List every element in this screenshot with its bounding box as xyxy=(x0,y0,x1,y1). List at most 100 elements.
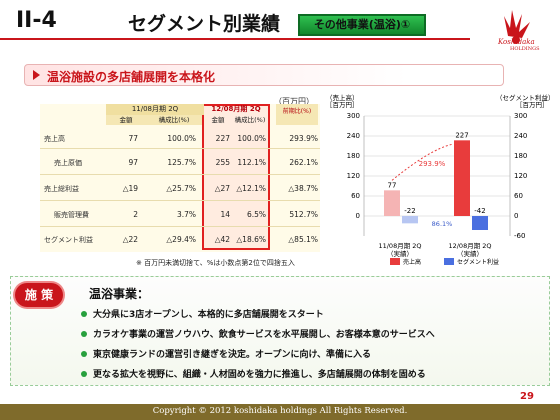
measures-badge: 施 策 xyxy=(15,283,63,307)
group-header-prior: 11/08月期 2Q xyxy=(106,104,204,115)
sales-data-label: 227 xyxy=(455,131,468,139)
row-divider xyxy=(40,200,320,201)
right-tick-label: 0 xyxy=(514,212,518,220)
copyright-text: Copyright © 2012 koshidaka holdings All … xyxy=(152,406,408,416)
cell-b-ratio: △18.6% xyxy=(236,235,266,244)
left-tick-label: 120 xyxy=(347,172,360,180)
row-label: 売上高 xyxy=(44,135,65,143)
sales-data-label: 77 xyxy=(388,181,397,189)
measure-item: 更なる拡大を視野に、組織・人材固めを強力に推進し、多店舗展開の体制を固める xyxy=(93,370,426,380)
bullet-icon xyxy=(81,371,87,377)
left-tick-label: 300 xyxy=(347,112,360,120)
bullet-icon xyxy=(81,311,87,317)
category-sublabel: （実績） xyxy=(387,249,413,258)
bullet-icon xyxy=(81,331,87,337)
cell-b-amount: △42 xyxy=(214,235,230,244)
right-tick-label: 240 xyxy=(514,132,527,140)
footer-bar: Copyright © 2012 koshidaka holdings All … xyxy=(0,404,560,420)
measure-item: 大分県に3店オープンし、本格的に多店舗展開をスタート xyxy=(93,310,324,320)
cell-yoy: 293.9% xyxy=(289,134,318,143)
profit-bar xyxy=(402,216,418,224)
left-tick-label: 180 xyxy=(347,152,360,160)
section-number: II-4 xyxy=(16,8,57,33)
group-header-current: 12/08月期 2Q xyxy=(211,105,261,113)
col-amount-a: 金額 xyxy=(106,115,146,125)
category-label: 12/08月期 2Q xyxy=(448,242,491,250)
measures-title: 温浴事業： xyxy=(89,287,150,301)
cell-b-ratio: 6.5% xyxy=(246,210,266,219)
koshidaka-logo-icon xyxy=(504,10,530,44)
growth-annotation: 293.9% xyxy=(419,160,446,168)
cell-b-ratio: △12.1% xyxy=(236,184,266,193)
segment-chart: （売上高） ［百万円］ （セグメント利益） ［百万円］ 300 240 180 120… xyxy=(326,94,555,266)
cell-a-ratio: 100.0% xyxy=(167,134,196,143)
cell-a-amount: 97 xyxy=(128,158,138,167)
page-number: 29 xyxy=(520,391,534,402)
left-tick-label: 0 xyxy=(356,212,360,220)
right-axis-label-2: ［百万円］ xyxy=(516,101,549,109)
legend-swatch-sales xyxy=(390,258,400,265)
financial-table: 11/08月期 2Q 12/08月期 2Q 前期比(%) 金額 構成比(%) 金… xyxy=(40,104,320,252)
row-divider xyxy=(40,226,320,227)
measure-item: カラオケ事業の運営ノウハウ、飲食サービスを水平展開し、お客様本意のサービスへ xyxy=(93,330,435,340)
profit-data-label: -22 xyxy=(404,207,415,215)
row-divider xyxy=(40,174,320,175)
row-label: 売上総利益 xyxy=(44,185,79,193)
highlight-box xyxy=(202,104,270,250)
sales-bar xyxy=(384,190,400,216)
row-label: 売上原価 xyxy=(54,159,82,167)
right-axis-label-1: （セグメント利益） xyxy=(496,94,555,102)
left-axis-label-1: （売上高） xyxy=(326,94,359,102)
bullet-icon xyxy=(81,351,87,357)
cell-a-amount: 77 xyxy=(128,134,138,143)
left-tick-label: 240 xyxy=(347,132,360,140)
headline-banner: 温浴施設の多店舗展開を本格化 xyxy=(24,64,504,86)
right-tick-label: 120 xyxy=(514,172,527,180)
legend-label-sales: 売上高 xyxy=(403,258,421,266)
header-line xyxy=(0,38,470,40)
measure-item: 東京健康ランドの運営引き継ぎを決定。オープンに向け、準備に入る xyxy=(93,350,372,360)
cell-b-amount: 14 xyxy=(220,210,230,219)
cell-a-amount: △19 xyxy=(122,184,138,193)
legend-label-profit: セグメント利益 xyxy=(457,258,499,266)
cell-b-amount: 255 xyxy=(215,158,230,167)
row-label: 販売管理費 xyxy=(54,211,89,219)
cell-yoy: △38.7% xyxy=(288,184,318,193)
measures-panel: 施 策 温浴事業： 大分県に3店オープンし、本格的に多店舗展開をスタート カラオ… xyxy=(10,276,550,386)
cell-b-amount: 227 xyxy=(215,134,230,143)
cell-a-ratio: △25.7% xyxy=(166,184,196,193)
right-tick-label: 60 xyxy=(514,192,523,200)
cell-a-amount: △22 xyxy=(122,235,138,244)
right-tick-label: 300 xyxy=(514,112,527,120)
row-divider xyxy=(40,148,320,149)
headline-text: 温浴施設の多店舗展開を本格化 xyxy=(47,70,216,84)
category-sublabel: （実績） xyxy=(457,249,483,258)
cell-a-amount: 2 xyxy=(133,210,138,219)
right-tick-label: 180 xyxy=(514,152,527,160)
col-ratio-b: 構成比(%) xyxy=(234,116,266,124)
sales-bar xyxy=(454,140,470,216)
cell-yoy: △85.1% xyxy=(288,235,318,244)
col-amount-b: 金額 xyxy=(211,116,225,124)
profit-bar xyxy=(472,216,488,230)
legend-swatch-profit xyxy=(444,258,454,265)
growth-arrow xyxy=(391,143,453,181)
row-label: セグメント利益 xyxy=(44,236,93,244)
logo-subtitle: HOLDINGS xyxy=(510,46,540,52)
cell-b-ratio: 112.1% xyxy=(237,158,266,167)
cell-yoy: 262.1% xyxy=(289,158,318,167)
logo-name: Koshidaka xyxy=(498,38,535,46)
page-title: セグメント別業績 xyxy=(128,13,281,35)
cell-a-ratio: △29.4% xyxy=(166,235,196,244)
left-axis-label-2: ［百万円］ xyxy=(326,101,359,109)
left-tick-label: 60 xyxy=(351,192,360,200)
profit-annotation: 86.1% xyxy=(432,220,453,228)
cell-a-ratio: 125.7% xyxy=(167,158,196,167)
table-footnote: ※ 百万円未満切捨て、%は小数点第2位で四捨五入 xyxy=(136,259,295,267)
yoy-header: 前期比(%) xyxy=(276,104,318,125)
table-unit: （百万円） xyxy=(274,97,314,106)
cell-a-ratio: 3.7% xyxy=(176,210,196,219)
cell-yoy: 512.7% xyxy=(289,210,318,219)
cell-b-ratio: 100.0% xyxy=(237,134,266,143)
profit-data-label: -42 xyxy=(474,207,485,215)
